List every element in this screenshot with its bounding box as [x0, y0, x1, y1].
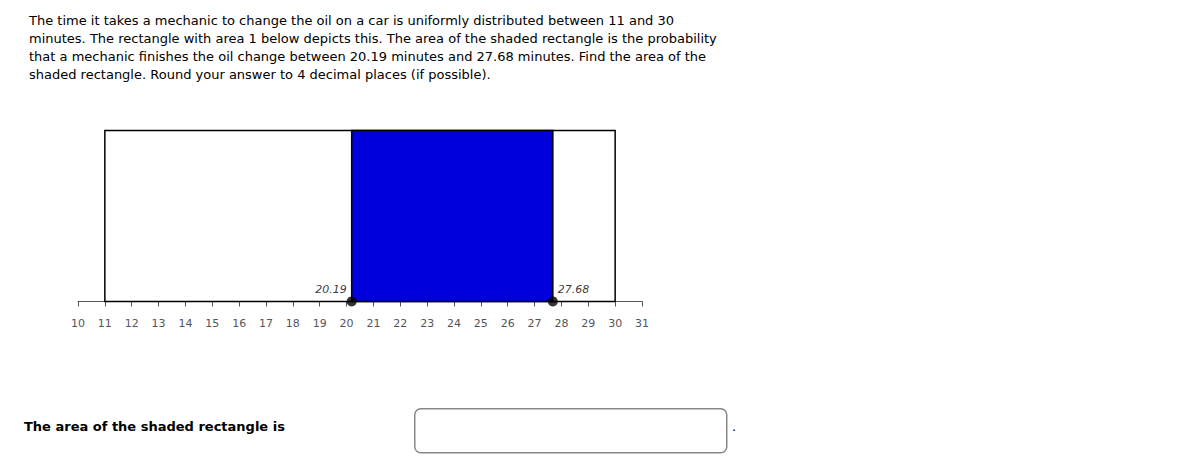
svg-text:10: 10 — [71, 317, 85, 330]
svg-text:minutes. The rectangle with ar: minutes. The rectangle with area 1 below… — [29, 31, 717, 46]
svg-text:31: 31 — [635, 317, 649, 330]
svg-text:.: . — [732, 419, 736, 434]
svg-text:25: 25 — [474, 317, 488, 330]
svg-text:29: 29 — [581, 317, 595, 330]
svg-text:27.68: 27.68 — [558, 283, 590, 296]
svg-text:23: 23 — [420, 317, 434, 330]
svg-text:The area of the shaded rectang: The area of the shaded rectangle is — [24, 419, 285, 434]
svg-text:22: 22 — [393, 317, 407, 330]
svg-text:The time it takes a mechanic t: The time it takes a mechanic to change t… — [28, 13, 674, 28]
svg-text:26: 26 — [501, 317, 515, 330]
svg-text:shaded rectangle. Round your a: shaded rectangle. Round your answer to 4… — [29, 67, 491, 82]
svg-text:13: 13 — [152, 317, 166, 330]
svg-text:20: 20 — [340, 317, 354, 330]
svg-text:12: 12 — [125, 317, 139, 330]
svg-text:17: 17 — [259, 317, 273, 330]
svg-text:30: 30 — [608, 317, 622, 330]
svg-text:28: 28 — [554, 317, 568, 330]
svg-text:14: 14 — [178, 317, 192, 330]
svg-text:11: 11 — [98, 317, 112, 330]
svg-text:27: 27 — [528, 317, 542, 330]
svg-text:16: 16 — [232, 317, 246, 330]
svg-text:that a mechanic finishes the o: that a mechanic finishes the oil change … — [29, 49, 706, 64]
svg-text:21: 21 — [366, 317, 380, 330]
svg-text:24: 24 — [447, 317, 461, 330]
svg-text:20.19: 20.19 — [315, 283, 347, 296]
svg-text:18: 18 — [286, 317, 300, 330]
svg-text:15: 15 — [205, 317, 219, 330]
svg-text:19: 19 — [313, 317, 327, 330]
